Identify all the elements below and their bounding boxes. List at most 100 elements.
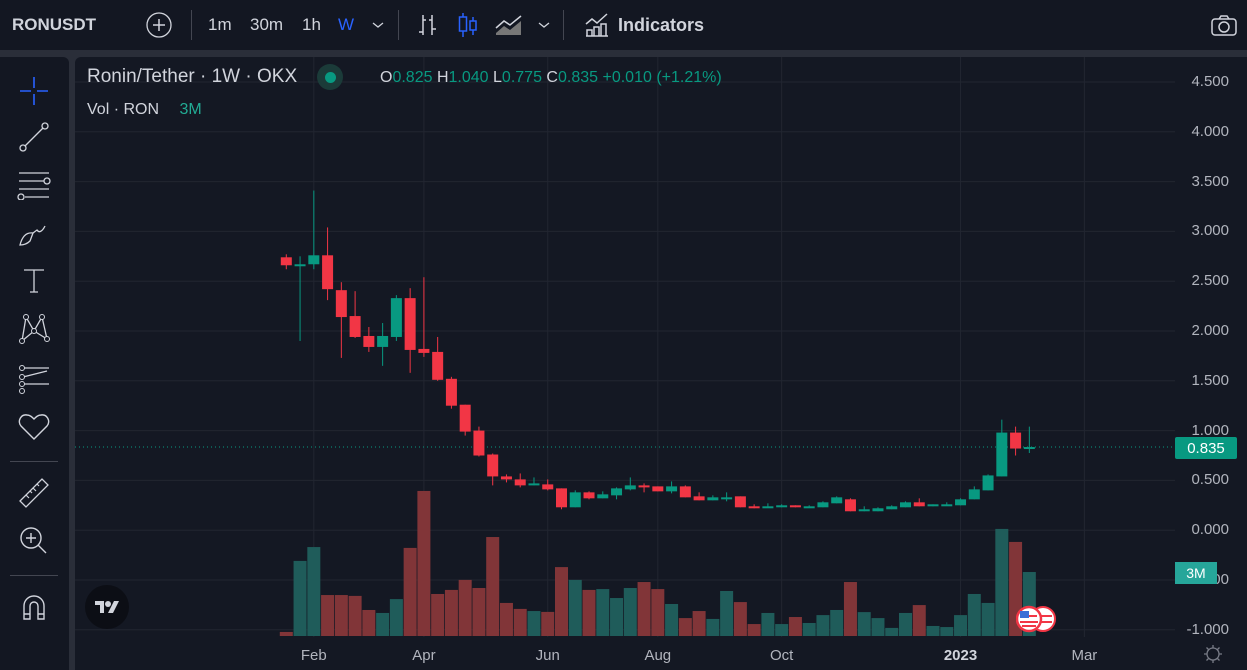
candle-body — [872, 508, 884, 512]
us-economic-event-icon[interactable] — [1015, 605, 1060, 638]
forecast-icon[interactable] — [14, 361, 54, 397]
settings-icon[interactable] — [1203, 644, 1223, 669]
divider — [563, 10, 564, 40]
area-chart-icon[interactable] — [494, 0, 524, 50]
heart-icon[interactable] — [14, 409, 54, 445]
open-label: O — [380, 69, 393, 86]
interval-w[interactable]: W — [338, 15, 355, 34]
candle-body — [280, 257, 292, 266]
volume-bar — [321, 595, 335, 636]
volume-bar — [706, 618, 720, 636]
candle-body — [473, 430, 485, 456]
volume-bar — [486, 537, 500, 636]
volume-bar — [981, 602, 995, 636]
time-tick-label: Mar — [1071, 647, 1098, 664]
price-tick-label: 2.500 — [1191, 272, 1229, 290]
volume-bar — [499, 602, 513, 636]
candle-body — [776, 505, 788, 508]
candle-body — [666, 486, 678, 492]
candle-body — [652, 486, 664, 492]
volume-bar — [678, 618, 692, 636]
interval-1m[interactable]: 1m — [208, 15, 232, 34]
magnet-icon[interactable] — [14, 589, 54, 625]
volume-bar — [940, 627, 954, 636]
pattern-icon[interactable] — [14, 311, 54, 347]
candle-body — [335, 290, 347, 318]
chevron-down-icon[interactable] — [537, 0, 551, 50]
last-price-badge: 0.835 — [1175, 437, 1237, 459]
time-tick-label: Oct — [769, 647, 794, 664]
symbol-title: Ronin/Tether · 1W · OKX — [87, 66, 298, 87]
candle-body — [432, 351, 444, 380]
price-tick-label: 4.000 — [1191, 122, 1229, 140]
volume-bar — [761, 612, 775, 636]
text-icon[interactable] — [14, 263, 54, 299]
candle-body — [459, 404, 471, 432]
candle-body — [611, 488, 623, 496]
candle-body — [844, 499, 856, 512]
candle-body — [528, 483, 540, 486]
tradingview-logo[interactable] — [85, 585, 129, 629]
candle-body — [322, 255, 334, 290]
candlestick-icon[interactable] — [456, 0, 480, 50]
fib-retracement-icon[interactable] — [14, 167, 54, 203]
candle-body — [679, 486, 691, 498]
interval-30m[interactable]: 30m — [250, 15, 284, 34]
candle-body — [294, 264, 306, 267]
volume-bar — [623, 588, 637, 636]
candle-body — [982, 475, 994, 491]
candle-body — [556, 488, 567, 508]
price-tick-label: 3.500 — [1191, 172, 1229, 190]
volume-bar — [816, 615, 830, 636]
indicators-button[interactable]: Indicators — [584, 0, 704, 50]
ruler-icon[interactable] — [14, 475, 54, 511]
time-tick-label: Aug — [644, 647, 672, 664]
add-symbol-icon[interactable] — [146, 0, 172, 50]
candle-body — [996, 432, 1008, 477]
candle-body — [363, 335, 375, 347]
candle-body — [514, 479, 526, 486]
candle-body — [734, 496, 746, 508]
volume-bar — [637, 582, 651, 636]
camera-icon[interactable] — [1210, 0, 1238, 50]
price-chart[interactable] — [75, 57, 1247, 670]
candle-body — [693, 496, 705, 501]
volume-bar — [747, 624, 761, 636]
candle-body — [308, 255, 320, 265]
volume-bar — [843, 582, 857, 636]
volume-bar — [582, 589, 596, 636]
high-label: H — [436, 69, 449, 86]
candle-body — [445, 378, 457, 406]
volume-bar — [293, 560, 307, 636]
crosshair-icon[interactable] — [14, 73, 54, 109]
bar-chart-icon[interactable] — [416, 0, 440, 50]
price-tick-label: 2.000 — [1191, 322, 1229, 339]
chart-pane[interactable] — [75, 57, 1247, 670]
brush-icon[interactable] — [14, 215, 54, 251]
volume-legend[interactable]: Vol · RON 3M — [87, 101, 202, 119]
ohlc-values: O0.825 H1.040 L0.775 C0.835 +0.010 (+1.2… — [380, 69, 722, 87]
interval-1h[interactable]: 1h — [302, 15, 321, 34]
volume-bar — [376, 612, 390, 636]
price-tick-label: -1.000 — [1186, 620, 1229, 638]
candle-body — [418, 348, 430, 353]
divider — [398, 10, 399, 40]
symbol-search[interactable]: RONUSDT — [12, 15, 97, 34]
drawing-toolbar — [0, 57, 69, 670]
candle-body — [624, 485, 636, 490]
zoom-in-icon[interactable] — [14, 523, 54, 559]
candle-body — [390, 298, 402, 337]
volume-bar — [954, 615, 968, 636]
trend-line-icon[interactable] — [14, 119, 54, 155]
volume-bar — [555, 567, 568, 636]
price-tick-label: 0.500 — [1191, 471, 1229, 489]
chevron-down-icon[interactable] — [371, 0, 385, 50]
candle-body — [789, 505, 801, 508]
candle-body — [900, 502, 911, 508]
top-toolbar: RONUSDT 1m 30m 1h W Indicators — [0, 0, 1247, 50]
candle-body — [762, 506, 774, 509]
candle-body — [858, 509, 870, 512]
price-tick-label: 1.000 — [1191, 421, 1229, 439]
low-value: 0.775 — [501, 69, 542, 86]
time-tick-label: Jun — [535, 647, 560, 664]
